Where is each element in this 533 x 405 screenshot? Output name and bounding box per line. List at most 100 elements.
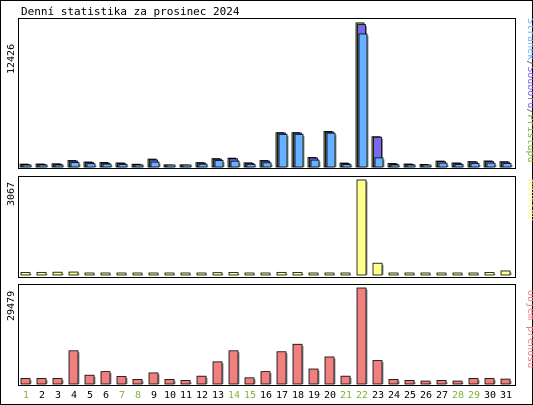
bar-stranek-day-18 [294,133,304,168]
bar-objem-prenosu-day-4 [68,350,79,385]
bar-navstev-day-5 [84,272,95,276]
day-label-21: 21 [340,390,352,401]
bar-stranek-day-13 [214,160,224,168]
bar-navstev-day-17 [276,271,287,276]
bar-objem-prenosu-day-17 [276,351,287,385]
bar-objem-prenosu-day-30 [484,378,495,385]
bar-navstev-day-31 [500,270,511,276]
bar-objem-prenosu-day-20 [324,356,335,385]
bar-navstev-day-8 [132,272,143,276]
bar-navstev-day-28 [452,272,463,276]
hits-panel-bars [19,22,513,168]
bar-objem-prenosu-day-23 [372,360,383,385]
bar-objem-prenosu-day-19 [308,368,319,385]
visits-panel-legend: Návštěv [525,179,533,221]
bar-stranek-day-22 [358,33,368,168]
bar-objem-prenosu-day-8 [132,379,143,385]
bar-navstev-day-4 [68,271,79,276]
day-label-13: 13 [212,390,224,401]
bar-navstev-day-10 [164,272,175,276]
bar-stranek-day-31 [502,163,512,168]
bar-objem-prenosu-day-11 [180,380,191,385]
bar-objem-prenosu-day-14 [228,350,239,385]
volume-panel-max-label: 29479 [6,291,17,321]
chart-title: Denní statistika za prosinec 2024 [21,5,240,18]
legend-separator-2: / [525,108,533,114]
volume-panel: 29479 Objem přenosu [6,284,533,386]
day-label-10: 10 [164,390,176,401]
visits-panel-frame [18,176,516,278]
day-label-4: 4 [71,390,77,401]
bar-objem-prenosu-day-28 [452,380,463,385]
day-label-20: 20 [324,390,336,401]
bar-navstev-day-3 [52,271,63,276]
day-label-19: 19 [308,390,320,401]
bar-navstev-day-29 [468,272,479,276]
bar-objem-prenosu-day-31 [500,378,511,385]
legend-volume-label: Objem přenosu [525,290,533,368]
visits-panel-bars [20,179,512,276]
visits-panel: 3067 Návštěv [6,176,533,278]
bar-navstev-day-7 [116,272,127,276]
day-label-25: 25 [404,390,416,401]
bar-stranek-day-11 [182,164,192,168]
bar-navstev-day-26 [420,272,431,276]
day-label-26: 26 [420,390,432,401]
day-label-14: 14 [228,390,240,401]
hits-panel: 12426 Stránek/Souborů/Přístupů [6,18,533,169]
bar-stranek-day-9 [150,161,160,168]
bar-navstev-day-15 [244,272,255,276]
day-label-9: 9 [151,390,157,401]
bar-stranek-day-24 [390,164,400,168]
bar-objem-prenosu-day-16 [260,371,271,385]
hits-panel-frame [18,18,516,169]
bar-objem-prenosu-day-1 [20,378,31,385]
bar-objem-prenosu-day-18 [292,343,303,385]
day-label-1: 1 [23,390,29,401]
bar-objem-prenosu-day-29 [468,378,479,385]
bar-objem-prenosu-day-21 [340,375,351,385]
bar-stranek-day-4 [70,162,80,168]
bar-navstev-day-20 [324,272,335,276]
day-label-8: 8 [135,390,141,401]
day-label-27: 27 [436,390,448,401]
bar-objem-prenosu-day-12 [196,375,207,385]
visits-panel-max-label: 3067 [6,182,17,206]
day-label-18: 18 [292,390,304,401]
bar-stranek-day-5 [86,163,96,168]
day-label-12: 12 [196,390,208,401]
bar-stranek-day-14 [230,160,240,168]
bar-stranek-day-21 [342,164,352,168]
volume-panel-bars [20,287,512,385]
bar-objem-prenosu-day-22 [356,287,367,385]
volume-panel-frame [18,284,516,386]
bar-stranek-day-25 [406,164,416,168]
bar-navstev-day-23 [372,262,383,276]
hits-panel-max-label: 12426 [6,44,17,74]
volume-panel-legend: Objem přenosu [525,290,533,368]
bar-navstev-day-25 [404,272,415,276]
day-label-2: 2 [39,390,45,401]
bar-navstev-day-9 [148,272,159,276]
bar-objem-prenosu-day-9 [148,372,159,385]
day-label-3: 3 [55,390,61,401]
bar-objem-prenosu-day-6 [100,371,111,385]
bar-stranek-day-20 [326,132,336,168]
day-label-24: 24 [388,390,400,401]
bar-navstev-day-1 [20,272,31,276]
bar-navstev-day-14 [228,272,239,276]
bar-navstev-day-27 [436,272,447,276]
bar-objem-prenosu-day-27 [436,380,447,385]
day-label-30: 30 [484,390,496,401]
day-label-11: 11 [180,390,192,401]
day-label-22: 22 [356,390,368,401]
bar-stranek-day-26 [422,164,432,168]
bar-navstev-day-12 [196,272,207,276]
legend-pages-label: Stránek [525,18,533,60]
bar-stranek-day-6 [102,163,112,168]
bar-navstev-day-22 [356,179,367,276]
hits-panel-legend: Stránek/Souborů/Přístupů [525,18,533,163]
legend-separator-1: / [525,60,533,66]
bar-navstev-day-19 [308,272,319,276]
